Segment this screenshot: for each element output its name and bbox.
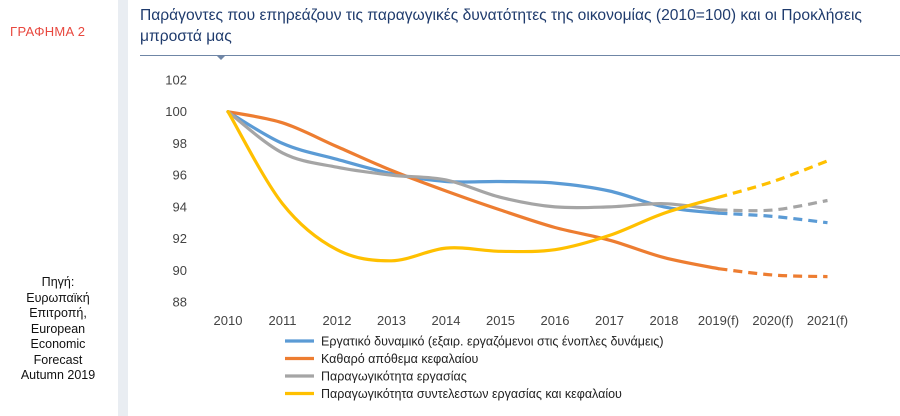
- x-tick-label: 2017: [595, 313, 624, 328]
- series-line-0: [226, 110, 721, 215]
- legend-label: Παραγωγικότητα συντελεστων εργασίας και …: [321, 387, 622, 401]
- source-line: Economic: [30, 337, 86, 351]
- x-tick-label: 2016: [541, 313, 570, 328]
- x-tick-label: 2010: [214, 313, 243, 328]
- figure-label: ΓΡΑΦΗΜΑ 2: [10, 24, 86, 39]
- title-notch: [216, 55, 226, 60]
- x-tick-label: 2015: [486, 313, 515, 328]
- series-forecast-line-0: [718, 211, 828, 225]
- y-axis: 88 90 92 94 96 98 100 102: [165, 73, 187, 310]
- legend-label: Καθαρό απόθεμα κεφαλαίου: [321, 352, 479, 366]
- source-line: Επιτροπή,: [29, 306, 87, 320]
- x-tick-label: 2021(f): [807, 313, 848, 328]
- legend: Εργατικό δυναμικό (εξαιρ. εργαζόμενοι στ…: [285, 335, 663, 401]
- x-tick-label: 2020(f): [752, 313, 793, 328]
- series-line-1: [226, 110, 721, 271]
- source-line: Πηγή:: [41, 275, 75, 289]
- title-rule: [140, 55, 900, 56]
- source-note: Πηγή: Ευρωπαϊκή Επιτροπή, European Econo…: [6, 275, 110, 384]
- x-tick-label: 2018: [650, 313, 679, 328]
- series-group: [226, 110, 829, 279]
- series-line-2: [226, 110, 721, 212]
- x-tick-label: 2013: [377, 313, 406, 328]
- source-line: Forecast: [33, 352, 83, 367]
- y-tick-label: 92: [173, 231, 187, 246]
- y-tick-label: 90: [173, 263, 187, 278]
- x-tick-label: 2019(f): [698, 313, 739, 328]
- y-tick-label: 96: [173, 168, 187, 183]
- y-tick-label: 88: [173, 295, 187, 310]
- series-forecast-line-3: [718, 159, 829, 199]
- series-forecast-line-2: [718, 198, 828, 213]
- x-tick-label: 2014: [432, 313, 461, 328]
- sidebar: ΓΡΑΦΗΜΑ 2 Πηγή: Ευρωπαϊκή Επιτροπή, Euro…: [0, 0, 118, 416]
- sidebar-divider: [118, 0, 128, 416]
- x-tick-label: 2012: [323, 313, 352, 328]
- legend-label: Εργατικό δυναμικό (εξαιρ. εργαζόμενοι στ…: [321, 335, 663, 349]
- source-line: Autumn 2019: [20, 368, 96, 382]
- source-line: Ευρωπαϊκή: [26, 290, 90, 305]
- x-axis: 2010 2011 2012 2013 2014 2015 2016 2017 2018 2019…: [214, 313, 849, 328]
- series-forecast-line-1: [718, 267, 828, 279]
- series-line-3: [226, 110, 721, 263]
- chart-title: Παράγοντες που επηρεάζουν τις παραγωγικέ…: [140, 7, 862, 45]
- legend-label: Παραγωγικότητα εργασίας: [321, 370, 467, 384]
- y-tick-label: 100: [165, 104, 187, 119]
- y-tick-label: 102: [165, 73, 187, 88]
- y-tick-label: 98: [173, 136, 187, 151]
- y-tick-label: 94: [173, 199, 187, 214]
- x-tick-label: 2011: [269, 313, 297, 328]
- source-line: European: [30, 321, 86, 336]
